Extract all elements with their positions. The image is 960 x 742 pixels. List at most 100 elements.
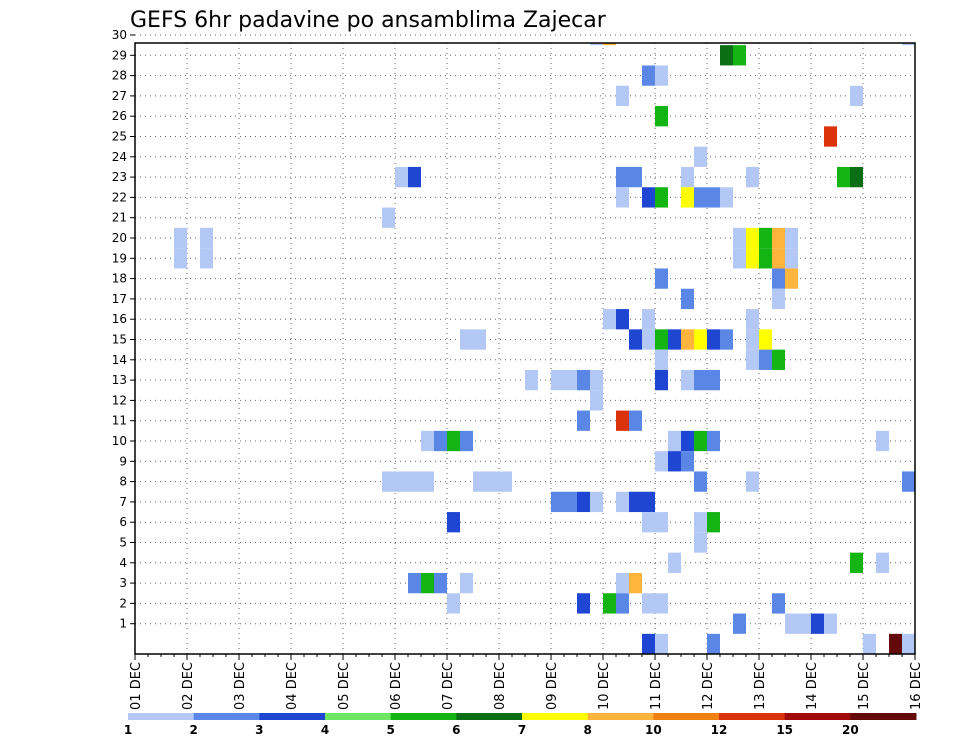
heatmap-cell — [395, 471, 408, 492]
heatmap-cell — [681, 166, 694, 188]
heatmap-cell — [577, 593, 590, 614]
heatmap-cell — [642, 65, 655, 86]
heatmap-cell — [759, 349, 772, 370]
heatmap-cell — [616, 593, 629, 614]
heatmap-cell — [824, 613, 837, 634]
heatmap-cell — [785, 248, 798, 269]
heatmap-cell — [421, 572, 434, 594]
y-tick-label: 12 — [112, 393, 127, 407]
y-tick-label: 10 — [112, 434, 127, 448]
y-tick-label: 28 — [112, 69, 127, 83]
heatmap-cell — [759, 248, 772, 269]
heatmap-cell — [655, 268, 668, 289]
heatmap-cell — [772, 349, 785, 370]
y-tick-label: 24 — [112, 150, 127, 164]
y-tick-label: 1 — [119, 617, 127, 631]
heatmap-cell — [460, 430, 473, 452]
heatmap-cell — [707, 369, 720, 391]
y-tick-label: 9 — [119, 454, 127, 468]
y-tick-label: 20 — [112, 231, 127, 245]
heatmap-cell — [655, 451, 668, 472]
heatmap-cell — [785, 268, 798, 289]
heatmap-cell — [616, 187, 629, 208]
heatmap-cell — [616, 572, 629, 594]
y-tick-label: 18 — [112, 272, 127, 286]
colorbar-swatch — [259, 713, 326, 720]
heatmap-cell — [902, 471, 915, 492]
heatmap-cell — [681, 329, 694, 350]
x-tick-label: 01 DEC — [129, 662, 144, 710]
heatmap-cell — [759, 227, 772, 249]
heatmap-cell — [720, 187, 733, 208]
heatmap-cell — [486, 471, 499, 492]
heatmap-cell — [473, 329, 486, 350]
y-tick-label: 25 — [112, 130, 127, 144]
x-tick-label: 06 DEC — [389, 662, 404, 710]
heatmap-cell — [746, 227, 759, 249]
x-tick-label: 14 DEC — [805, 662, 820, 710]
heatmap-cell — [434, 430, 447, 452]
colorbar-label: 5 — [386, 723, 394, 737]
colorbar-swatch — [784, 713, 851, 720]
heatmap-cell — [655, 369, 668, 391]
x-tick-label: 02 DEC — [181, 662, 196, 710]
heatmap-cell — [642, 633, 655, 654]
y-tick-label: 14 — [112, 353, 127, 367]
heatmap-cell — [707, 187, 720, 208]
heatmap-cell — [720, 45, 733, 66]
colorbar-label: 8 — [583, 723, 591, 737]
colorbar-label: 15 — [776, 723, 793, 737]
heatmap-cell — [707, 512, 720, 533]
colorbar-swatch — [390, 713, 457, 720]
heatmap-cell — [629, 491, 642, 513]
heatmap-cell — [694, 532, 707, 553]
heatmap-cell — [603, 309, 616, 330]
y-tick-label: 27 — [112, 89, 127, 103]
heatmap-cell — [421, 430, 434, 452]
colorbar-swatch — [587, 713, 654, 720]
heatmap-cell — [655, 633, 668, 654]
heatmap-cell — [746, 166, 759, 188]
grid — [135, 34, 915, 654]
x-tick-label: 05 DEC — [337, 662, 352, 710]
heatmap-cell — [564, 491, 577, 513]
x-tick-label: 15 DEC — [857, 662, 872, 710]
heatmap-cell — [447, 430, 460, 452]
heatmap-cell — [694, 146, 707, 167]
heatmap-cell — [655, 349, 668, 370]
heatmap-cell — [525, 369, 538, 391]
x-tick-label: 09 DEC — [545, 662, 560, 710]
y-tick-label: 7 — [119, 495, 127, 509]
heatmap-cell — [785, 227, 798, 249]
colorbar-swatch — [325, 713, 392, 720]
heatmap-cell — [681, 430, 694, 452]
colorbar-swatch — [653, 713, 720, 720]
heatmap-cell — [798, 613, 811, 634]
heatmap-cell — [642, 309, 655, 330]
heatmap-cell — [603, 43, 616, 46]
heatmap-cell — [733, 45, 746, 66]
heatmap-cell — [616, 491, 629, 513]
y-tick-label: 13 — [112, 373, 127, 387]
heatmap-cell — [642, 329, 655, 350]
x-tick-label: 04 DEC — [285, 662, 300, 710]
colorbar: 1 2 3 4 5 6 7 8 10 12 15 20 — [124, 713, 917, 737]
heatmap-cell — [590, 491, 603, 513]
heatmap-cell — [681, 288, 694, 310]
heatmap-cell — [473, 471, 486, 492]
heatmap-cell — [434, 572, 447, 594]
heatmap-cell — [655, 512, 668, 533]
heatmap-cell — [655, 187, 668, 208]
heatmap-cell — [720, 329, 733, 350]
heatmap-cell — [681, 369, 694, 391]
y-tick-label: 3 — [119, 576, 127, 590]
heatmap-cell — [694, 329, 707, 350]
y-tick-label: 4 — [119, 556, 127, 570]
heatmap-cell — [616, 410, 629, 431]
heatmap-cell — [551, 369, 564, 391]
heatmap-cell — [863, 633, 876, 654]
heatmap-cell — [824, 126, 837, 147]
colorbar-label: 6 — [452, 723, 460, 737]
heatmap-cell — [707, 430, 720, 452]
y-tick-label: 16 — [112, 312, 127, 326]
